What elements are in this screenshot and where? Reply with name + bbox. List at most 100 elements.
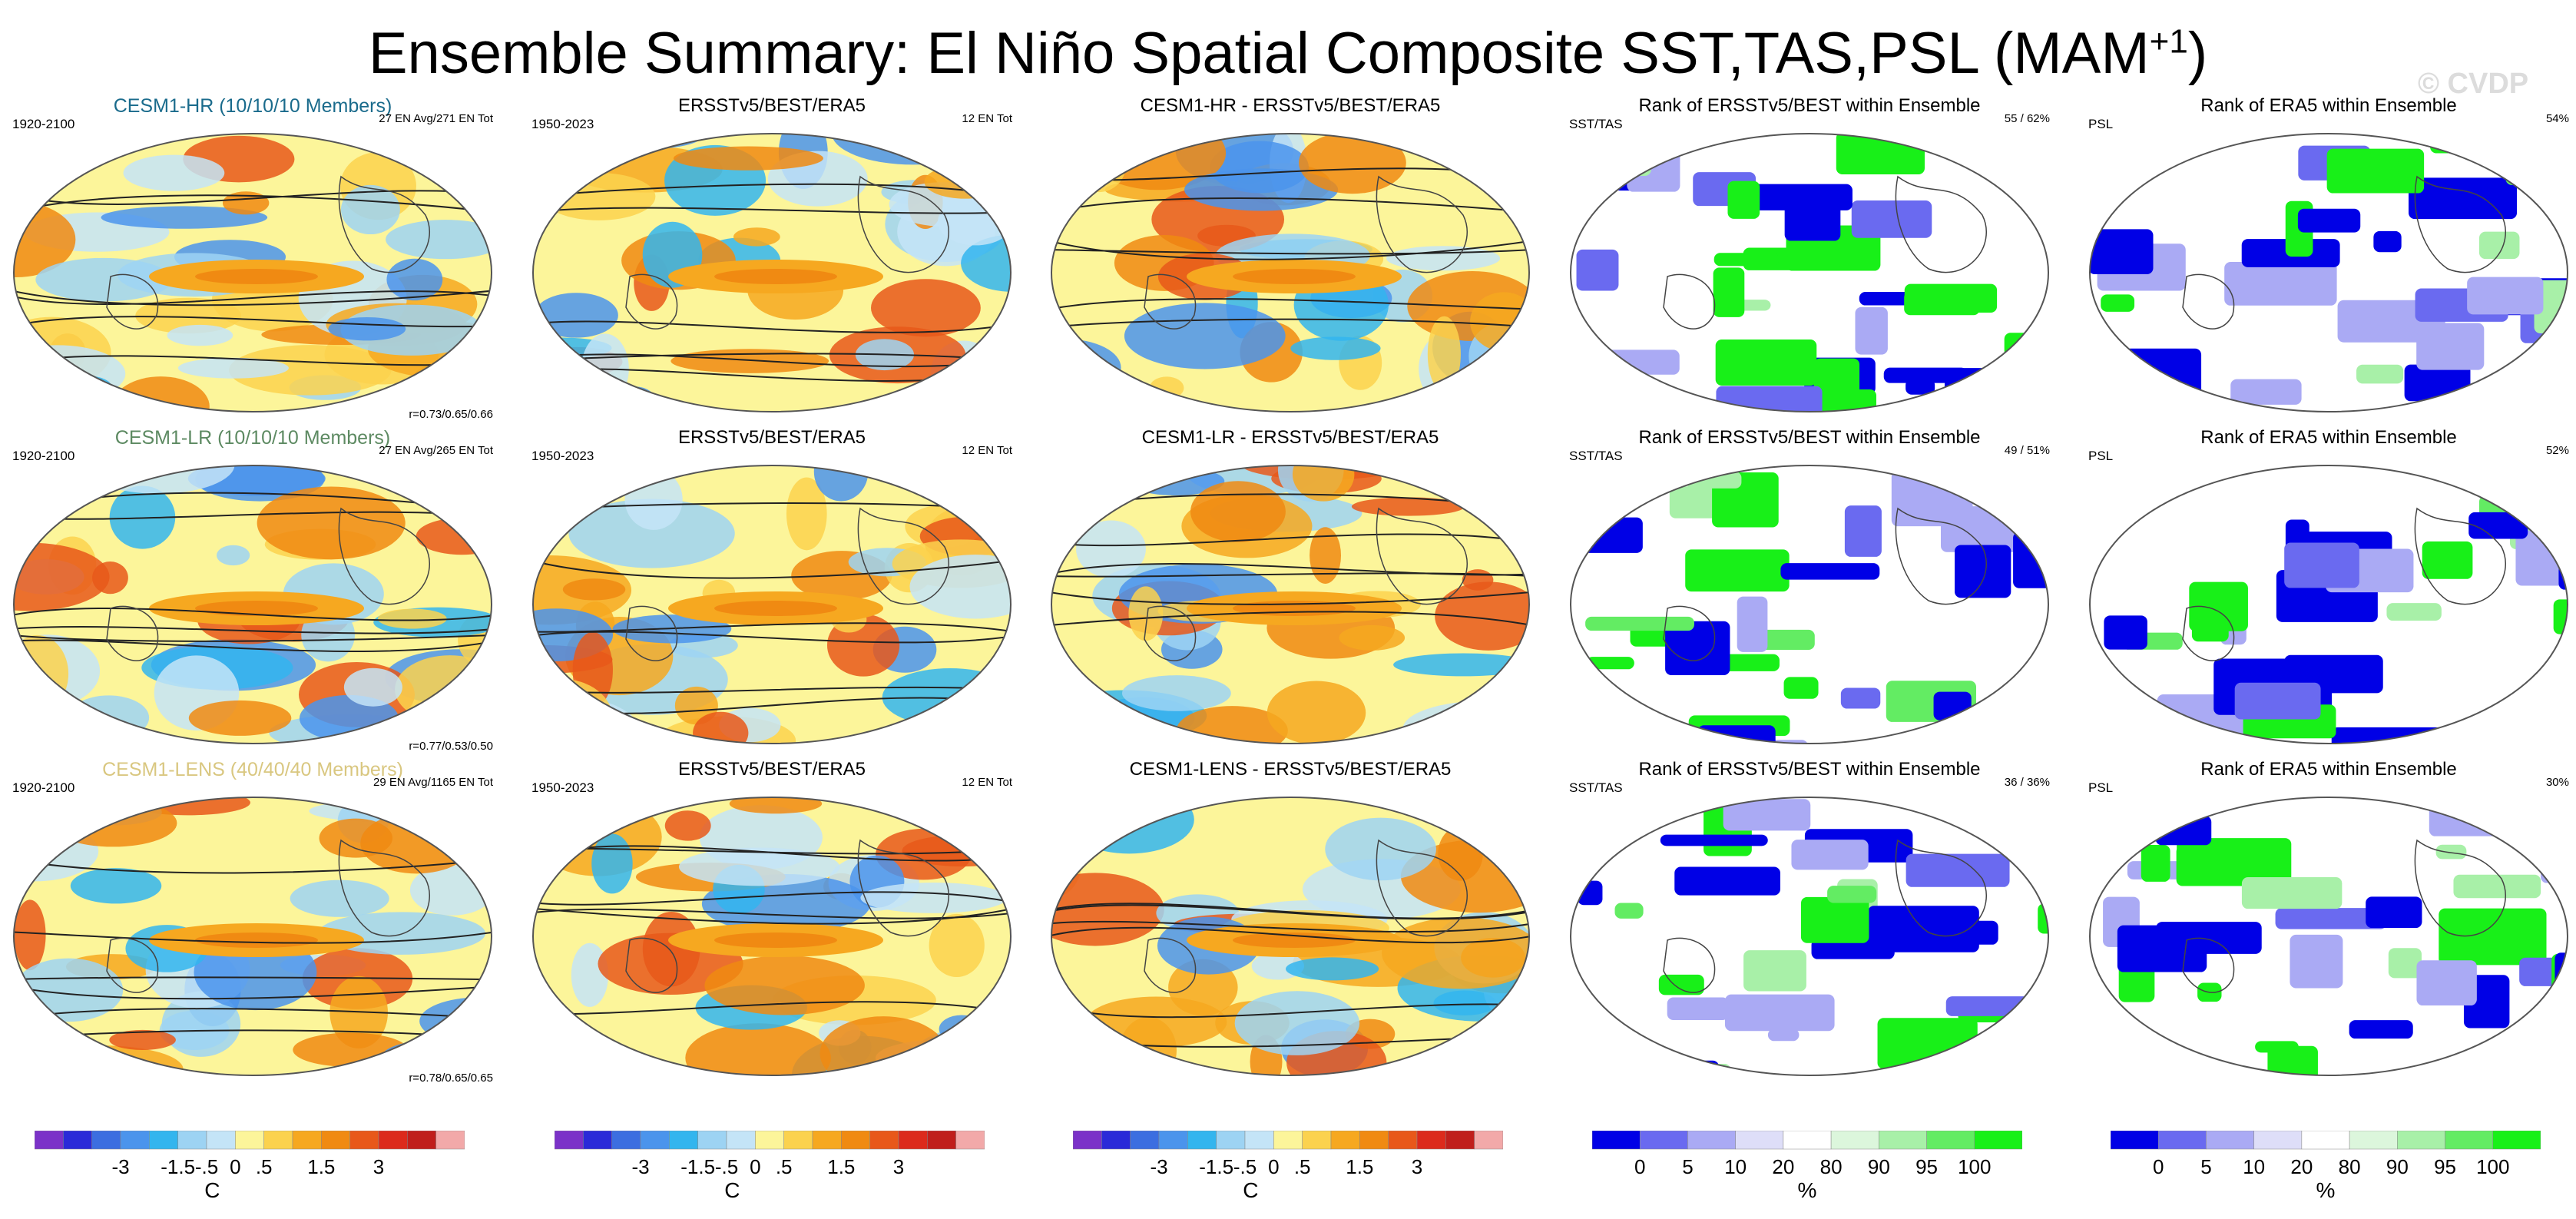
colorbar-swatch: [726, 1131, 756, 1150]
colorbar-tick-label: 80: [1819, 1155, 1843, 1178]
temp-field: [533, 465, 1011, 744]
panel-left-label: 1920-2100: [12, 117, 75, 131]
panel-left-label: PSL: [2088, 117, 2114, 131]
panel-title: CESM1-LR - ERSSTv5/BEST/ERA5: [1141, 427, 1439, 448]
rank-sst-panel-0: Rank of ERSSTv5/BEST within Ensemble SST/…: [1568, 95, 2051, 418]
colorbar-tick-label: 1.5: [1346, 1155, 1374, 1178]
temp-field: [533, 134, 1011, 412]
panel-title: ERSSTv5/BEST/ERA5: [677, 95, 866, 116]
colorbar-swatch: [697, 1131, 727, 1150]
colorbar-tick-label: 3: [1411, 1155, 1423, 1178]
colorbar-swatch: [898, 1131, 928, 1150]
panel-correlation-label: r=0.73/0.65/0.66: [409, 408, 493, 421]
colorbar-swatch: [2157, 1131, 2207, 1150]
colorbar-tick-label: 0: [750, 1155, 761, 1178]
panel-right-label: 12 EN Tot: [962, 112, 1012, 125]
colorbar-swatch: [120, 1131, 150, 1150]
colorbar-tick-label: 90: [1867, 1155, 1890, 1178]
colorbar-tick-label: 95: [1915, 1155, 1939, 1178]
temp-map: [1051, 133, 1530, 412]
temp-field: [533, 797, 1011, 1075]
panel-right-label: 36 / 36%: [2004, 776, 2050, 789]
panel-left-label: SST/TAS: [1569, 117, 1623, 131]
panel-title: ERSSTv5/BEST/ERA5: [677, 759, 866, 780]
diff-panel-0: CESM1-HR - ERSSTv5/BEST/ERA5: [1048, 95, 1532, 418]
panel-title: CESM1-LR (10/10/10 Members): [114, 427, 391, 449]
colorbar-tick-label: -3: [111, 1155, 130, 1178]
colorbar-tick-label: 5: [2200, 1155, 2212, 1178]
colorbar-swatch: [955, 1131, 985, 1150]
panel-right-label: 30%: [2545, 776, 2569, 789]
colorbar-tick-label: 1.5: [307, 1155, 336, 1178]
colorbar-swatch: [321, 1131, 350, 1150]
panel-left-label: 1950-2023: [531, 449, 594, 463]
panel-right-label: 27 EN Avg/271 EN Tot: [379, 112, 493, 125]
obs-panel-2: ERSSTv5/BEST/ERA5 1950-2023 12 EN Tot: [530, 759, 1014, 1082]
colorbar-tick-label: -3: [631, 1155, 650, 1178]
colorbar-tick-label: .5: [775, 1155, 793, 1178]
panel-title: Rank of ERA5 within Ensemble: [2200, 427, 2457, 448]
rank-psl-panel-0: Rank of ERA5 within Ensemble PSL 54%: [2087, 95, 2571, 418]
colorbar-swatch: [1158, 1131, 1188, 1150]
colorbar-swatch: [1187, 1131, 1217, 1150]
colorbar-tick-label: 0: [1268, 1155, 1280, 1178]
panel-left-label: SST/TAS: [1569, 449, 1623, 463]
colorbar-swatch: [2397, 1131, 2445, 1150]
panel-right-label: 49 / 51%: [2004, 444, 2050, 457]
colorbar-tick-label: 0: [2152, 1155, 2164, 1178]
rank-psl-panel-2: Rank of ERA5 within Ensemble PSL 30%: [2087, 759, 2571, 1082]
colorbar-swatch: [841, 1131, 870, 1150]
colorbar-swatch: [640, 1131, 670, 1150]
diff-panel-2: CESM1-LENS - ERSSTv5/BEST/ERA5: [1048, 759, 1532, 1082]
panel-title: ERSSTv5/BEST/ERA5: [677, 427, 866, 448]
colorbar-swatch: [1216, 1131, 1246, 1150]
colorbar-tick-label: 10: [2243, 1155, 2266, 1178]
colorbar-swatch: [235, 1131, 264, 1150]
colorbar-tick-label: 100: [2476, 1155, 2510, 1178]
temp-field: [14, 465, 492, 744]
panel-left-label: 1950-2023: [531, 780, 594, 795]
temp-field: [14, 797, 492, 1075]
rank-colorbar-1: 0 5 10 20 80 90 95 100%: [2111, 1131, 2541, 1215]
temp-map: [1051, 797, 1530, 1076]
colorbar-swatch: [1416, 1131, 1446, 1150]
colorbar-swatch: [1830, 1131, 1879, 1150]
panel-right-label: 12 EN Tot: [962, 776, 1012, 789]
colorbar-swatch: [1101, 1131, 1131, 1150]
panel-title: CESM1-HR (10/10/10 Members): [113, 95, 392, 117]
temp-map: [1051, 465, 1530, 744]
panel-title: CESM1-LENS (40/40/40 Members): [102, 759, 403, 780]
temp-colorbar-0: -3 -1.5 -.5 0 .5 1.5 3 C: [35, 1131, 465, 1215]
colorbar-swatch: [1974, 1131, 2022, 1150]
rank-map: [1570, 465, 2049, 744]
rank-map: [1570, 133, 2049, 412]
rank-field: [1571, 797, 2048, 1075]
colorbar-swatch: [812, 1131, 842, 1150]
colorbar-swatch: [1687, 1131, 1736, 1150]
colorbar-unit-label: C: [204, 1178, 220, 1202]
model-panel-2: CESM1-LENS (40/40/40 Members) 1920-2100 29…: [11, 759, 495, 1085]
panel-right-label: 27 EN Avg/265 EN Tot: [379, 444, 493, 457]
colorbar-tick-label: .5: [255, 1155, 273, 1178]
colorbar-unit-label: %: [2316, 1178, 2336, 1202]
colorbar-swatch: [1474, 1131, 1503, 1150]
panel-left-label: 1950-2023: [531, 117, 594, 131]
panel-right-label: 12 EN Tot: [962, 444, 1012, 457]
panel-right-label: 52%: [2545, 444, 2569, 457]
panel-correlation-label: r=0.78/0.65/0.65: [409, 1072, 493, 1085]
colorbar-swatch: [1388, 1131, 1418, 1150]
temp-colorbar-2: -3 -1.5 -.5 0 .5 1.5 3 C: [1073, 1131, 1503, 1215]
colorbar-tick-label: 0: [230, 1155, 241, 1178]
panel-title: Rank of ERA5 within Ensemble: [2200, 759, 2457, 780]
colorbar-swatch: [149, 1131, 178, 1150]
colorbar-swatch: [2206, 1131, 2254, 1150]
rank-map: [2089, 133, 2568, 412]
colorbar-swatch: [1639, 1131, 1688, 1150]
colorbar-swatch: [1130, 1131, 1160, 1150]
colorbar-swatch: [2349, 1131, 2398, 1150]
colorbar-tick-label: .5: [1293, 1155, 1311, 1178]
colorbar-swatch: [1359, 1131, 1389, 1150]
colorbar-swatch: [1244, 1131, 1274, 1150]
colorbar-swatch: [2253, 1131, 2303, 1150]
colorbar-swatch: [755, 1131, 784, 1150]
